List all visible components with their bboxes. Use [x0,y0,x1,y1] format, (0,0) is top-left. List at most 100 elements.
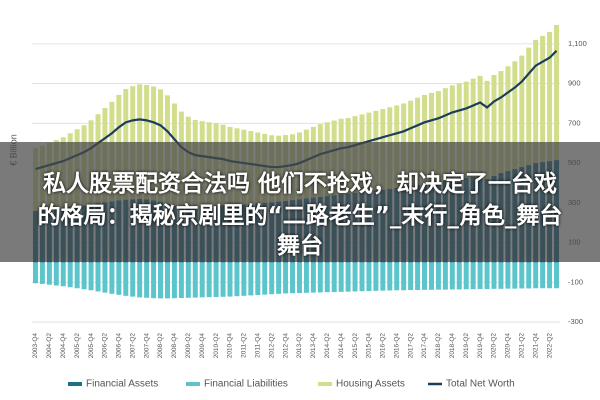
x-tick-label: 2012-Q2 [268,333,275,359]
y-tick-label: 700 [568,118,581,127]
x-tick-label: 2005-Q4 [88,333,95,359]
x-tick-label: 2011-Q4 [255,333,262,358]
x-tick-label: 2005-Q2 [74,333,81,359]
bar [449,262,455,290]
bar [380,262,386,291]
bar [206,262,212,298]
bar [519,55,525,168]
bar [415,262,421,291]
bar [463,81,469,178]
x-tick-label: 2021-Q2 [519,333,526,359]
bar [387,262,393,291]
bar [144,262,150,298]
bar [415,97,421,185]
bar [484,80,490,179]
bar [269,262,275,295]
x-tick-label: 2019-Q4 [477,333,484,359]
bar [151,262,157,299]
bar [46,262,52,285]
bar [533,39,539,164]
bar [554,262,560,289]
bar [241,262,247,296]
x-tick-label: 2020-Q4 [505,333,512,359]
x-tick-label: 2018-Q2 [435,333,442,359]
x-tick-label: 2021-Q4 [532,333,539,359]
legend-label: Financial Assets [86,379,158,390]
x-tick-label: 2019-Q2 [463,333,470,359]
legend-label: Total Net Worth [446,379,515,390]
y-tick-label: -100 [568,277,583,286]
bar [470,78,476,177]
bar [394,262,400,291]
x-tick-label: 2014-Q2 [324,333,331,359]
bar [276,262,282,294]
bar [303,262,309,293]
bar [554,24,560,161]
bar [199,262,205,298]
bar [248,262,254,296]
y-tick-label: -300 [568,317,583,326]
banner-line: 的格局：揭秘京剧里的“二路老生”_末行_角色_舞台 [37,203,563,229]
bar [491,75,497,176]
bar [324,262,330,293]
bar [227,262,233,297]
bar [178,262,184,298]
bar [234,262,240,297]
bar [213,262,219,298]
y-tick-label: 1,100 [568,39,587,48]
x-tick-label: 2009-Q2 [185,333,192,359]
bar [123,262,129,296]
bar [32,262,38,284]
bar [512,61,518,170]
bar [484,262,490,290]
bar [428,92,434,183]
x-tick-label: 2003-Q4 [32,333,39,359]
x-tick-label: 2006-Q2 [102,333,109,359]
bar [422,262,428,290]
bar [401,262,407,291]
bar [164,262,170,299]
bar [130,262,136,297]
x-tick-label: 2007-Q2 [129,333,136,359]
bar [477,75,483,176]
x-tick-label: 2010-Q4 [227,333,234,359]
bar [158,262,164,299]
x-tick-label: 2016-Q4 [393,333,400,359]
bar [102,262,108,293]
bar [338,262,344,292]
bar [540,262,546,289]
bar [359,262,365,292]
bar [331,262,337,293]
legend-label: Financial Liabilities [204,379,288,390]
bar [505,262,511,289]
bar [67,262,73,288]
bar [498,262,504,289]
bar [442,88,448,181]
bar [137,84,143,199]
bar [283,262,289,294]
bar [512,262,518,289]
bar [109,262,115,294]
banner-line: 舞台 [277,233,323,259]
legend-label: Housing Assets [336,379,405,390]
bar [519,262,525,289]
bar [526,262,532,289]
x-tick-label: 2015-Q2 [352,333,359,359]
bar [310,262,316,293]
bar [53,262,59,286]
x-tick-label: 2015-Q4 [366,333,373,359]
bar [116,262,122,295]
banner: 私人股票配资合法吗 他们不抢戏，却决定了一台戏 的格局：揭秘京剧里的“二路老生”… [0,142,600,262]
bar [192,262,198,298]
x-tick-label: 2008-Q2 [157,333,164,359]
y-tick-label: 900 [568,79,581,88]
bar [74,262,80,289]
bar [290,262,296,294]
bar [547,31,553,162]
x-tick-label: 2010-Q2 [213,333,220,359]
banner-line: 私人股票配资合法吗 他们不抢戏，却决定了一台戏 [42,171,557,197]
x-tick-label: 2011-Q2 [241,333,248,358]
bar [456,262,462,290]
bar [498,71,504,174]
